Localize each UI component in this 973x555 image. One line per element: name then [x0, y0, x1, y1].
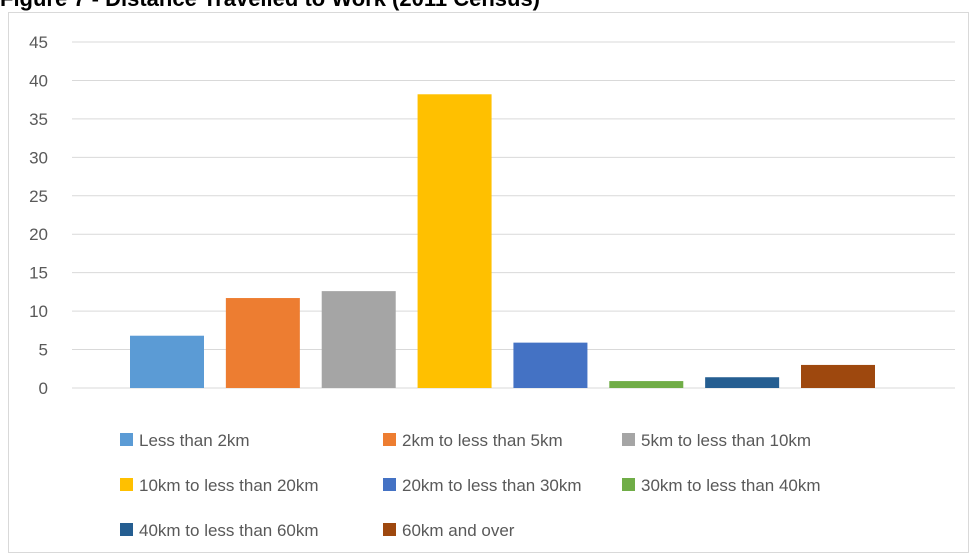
- y-tick-label: 25: [29, 187, 48, 206]
- bars: [130, 94, 875, 388]
- legend-label: 5km to less than 10km: [641, 431, 811, 450]
- bar: [705, 377, 780, 388]
- legend-label: 30km to less than 40km: [641, 476, 821, 495]
- y-tick-label: 20: [29, 225, 48, 244]
- legend-swatch: [120, 433, 133, 446]
- y-tick-label: 35: [29, 110, 48, 129]
- y-tick-label: 5: [39, 341, 48, 360]
- legend-label: 10km to less than 20km: [139, 476, 319, 495]
- bar: [321, 291, 396, 388]
- bar: [801, 364, 875, 388]
- figure-title: Figure 7 - Distance Travelled to Work (2…: [0, 0, 540, 12]
- y-tick-label: 0: [39, 379, 48, 398]
- y-tick-label: 30: [29, 148, 48, 167]
- gridlines: [72, 41, 955, 389]
- legend: Less than 2km 2km to less than 5km 5km to …: [120, 431, 821, 540]
- y-tick-label: 40: [29, 71, 48, 90]
- legend-swatch: [622, 478, 635, 491]
- legend-label: 60km and over: [402, 521, 515, 540]
- legend-swatch: [120, 478, 133, 491]
- bar: [130, 335, 204, 388]
- y-tick-label: 15: [29, 264, 48, 283]
- legend-label: 2km to less than 5km: [402, 431, 563, 450]
- legend-swatch: [383, 433, 396, 446]
- bar: [513, 342, 588, 388]
- legend-label: Less than 2km: [139, 431, 250, 450]
- legend-swatch: [120, 523, 133, 536]
- legend-swatch: [622, 433, 635, 446]
- bar: [417, 94, 492, 388]
- y-tick-label: 45: [29, 33, 48, 52]
- legend-swatch: [383, 478, 396, 491]
- legend-swatch: [383, 523, 396, 536]
- y-tick-label: 10: [29, 302, 48, 321]
- y-axis-ticks: 0 5 10 15 20 25 30 35 40 45: [29, 33, 48, 398]
- bar: [609, 381, 684, 388]
- legend-label: 20km to less than 30km: [402, 476, 582, 495]
- legend-label: 40km to less than 60km: [139, 521, 319, 540]
- bar: [225, 298, 300, 388]
